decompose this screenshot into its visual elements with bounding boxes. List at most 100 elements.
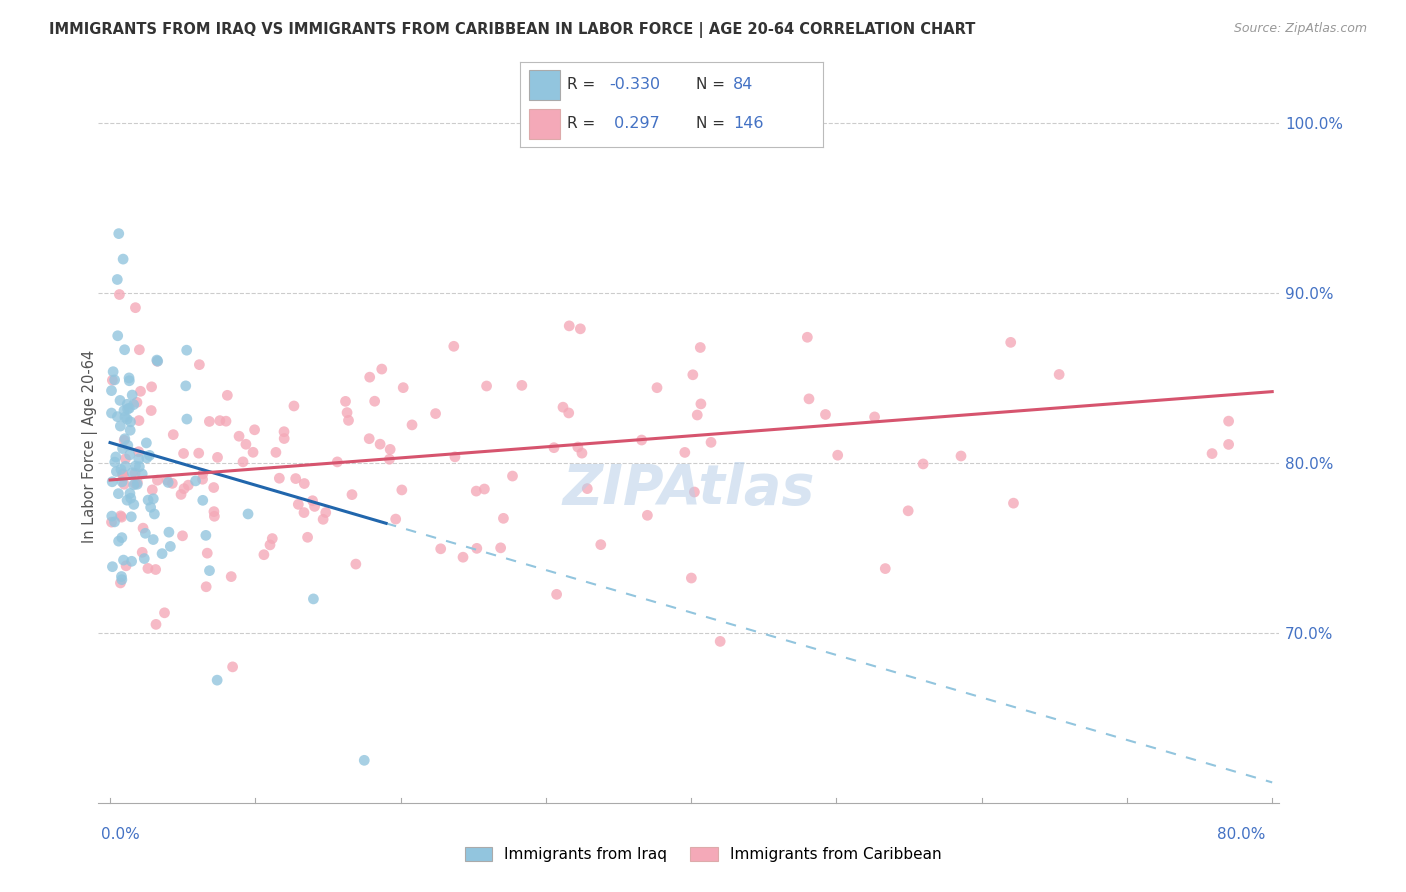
Point — [110, 419, 132, 434]
Point — [292, 506, 315, 520]
Point — [141, 403, 163, 417]
Point — [141, 483, 163, 497]
Point — [253, 548, 276, 562]
Point — [172, 529, 194, 543]
Point — [195, 546, 218, 560]
Point — [1002, 496, 1025, 510]
Point — [682, 368, 704, 382]
Point — [111, 573, 134, 587]
Point — [557, 406, 579, 420]
Point — [173, 482, 195, 496]
Point — [104, 373, 127, 387]
Point — [120, 415, 142, 429]
Point — [143, 507, 166, 521]
Point — [378, 452, 401, 467]
Point — [359, 370, 381, 384]
Point — [121, 388, 143, 402]
Point — [110, 508, 132, 523]
Point — [135, 450, 157, 465]
Point — [118, 371, 141, 385]
Point — [1218, 437, 1240, 451]
Point — [202, 509, 225, 524]
Point — [184, 474, 207, 488]
Point — [304, 500, 326, 514]
Point — [187, 446, 209, 460]
Point — [202, 505, 225, 519]
Text: IMMIGRANTS FROM IRAQ VS IMMIGRANTS FROM CARIBBEAN IN LABOR FORCE | AGE 20-64 COR: IMMIGRANTS FROM IRAQ VS IMMIGRANTS FROM … — [49, 22, 976, 38]
Point — [110, 569, 132, 583]
Point — [173, 446, 195, 460]
Point — [107, 486, 129, 500]
Point — [110, 510, 132, 524]
Point — [259, 538, 281, 552]
Point — [429, 541, 451, 556]
Point — [950, 449, 973, 463]
Point — [543, 441, 565, 455]
Text: N =: N = — [696, 116, 730, 131]
Point — [125, 395, 148, 409]
Point — [315, 506, 337, 520]
Point — [709, 634, 731, 648]
Point — [124, 301, 146, 315]
Point — [115, 412, 138, 426]
Point — [138, 449, 160, 463]
Point — [368, 437, 391, 451]
Point — [122, 398, 145, 412]
Point — [392, 381, 415, 395]
Point — [336, 406, 359, 420]
Point — [118, 401, 141, 416]
Point — [215, 414, 238, 428]
Point — [103, 515, 125, 529]
Point — [501, 469, 523, 483]
Legend: Immigrants from Iraq, Immigrants from Caribbean: Immigrants from Iraq, Immigrants from Ca… — [458, 841, 948, 868]
Point — [683, 485, 706, 500]
Point — [686, 408, 709, 422]
Point — [153, 606, 176, 620]
Point — [630, 433, 652, 447]
Point — [371, 362, 394, 376]
Point — [912, 457, 935, 471]
Point — [117, 438, 139, 452]
Point — [243, 423, 266, 437]
Point — [301, 493, 323, 508]
Point — [135, 436, 157, 450]
Point — [425, 407, 447, 421]
Point — [104, 450, 127, 464]
Point — [198, 564, 221, 578]
Point — [122, 477, 145, 491]
Point — [150, 547, 173, 561]
Text: -0.330: -0.330 — [609, 78, 661, 93]
Point — [269, 471, 291, 485]
Point — [191, 493, 214, 508]
Point — [114, 459, 136, 474]
Point — [114, 432, 136, 446]
Point — [292, 476, 315, 491]
Point — [132, 521, 155, 535]
Point — [208, 414, 231, 428]
Point — [897, 504, 920, 518]
Point — [115, 397, 138, 411]
Point — [146, 353, 169, 368]
Point — [232, 455, 254, 469]
Point — [236, 507, 259, 521]
Point — [221, 660, 243, 674]
Point — [202, 481, 225, 495]
Point — [191, 467, 214, 481]
Point — [139, 500, 162, 515]
Point — [118, 486, 141, 500]
Point — [297, 530, 319, 544]
Point — [217, 388, 239, 402]
Point — [337, 413, 360, 427]
Point — [546, 587, 568, 601]
Point — [194, 528, 217, 542]
Point — [111, 442, 134, 456]
Point — [127, 475, 149, 490]
Point — [112, 434, 135, 448]
Text: R =: R = — [567, 116, 600, 131]
Point — [176, 343, 198, 358]
Y-axis label: In Labor Force | Age 20-64: In Labor Force | Age 20-64 — [82, 350, 98, 542]
Point — [170, 487, 193, 501]
Point — [576, 482, 599, 496]
Point — [174, 379, 197, 393]
Point — [353, 753, 375, 767]
